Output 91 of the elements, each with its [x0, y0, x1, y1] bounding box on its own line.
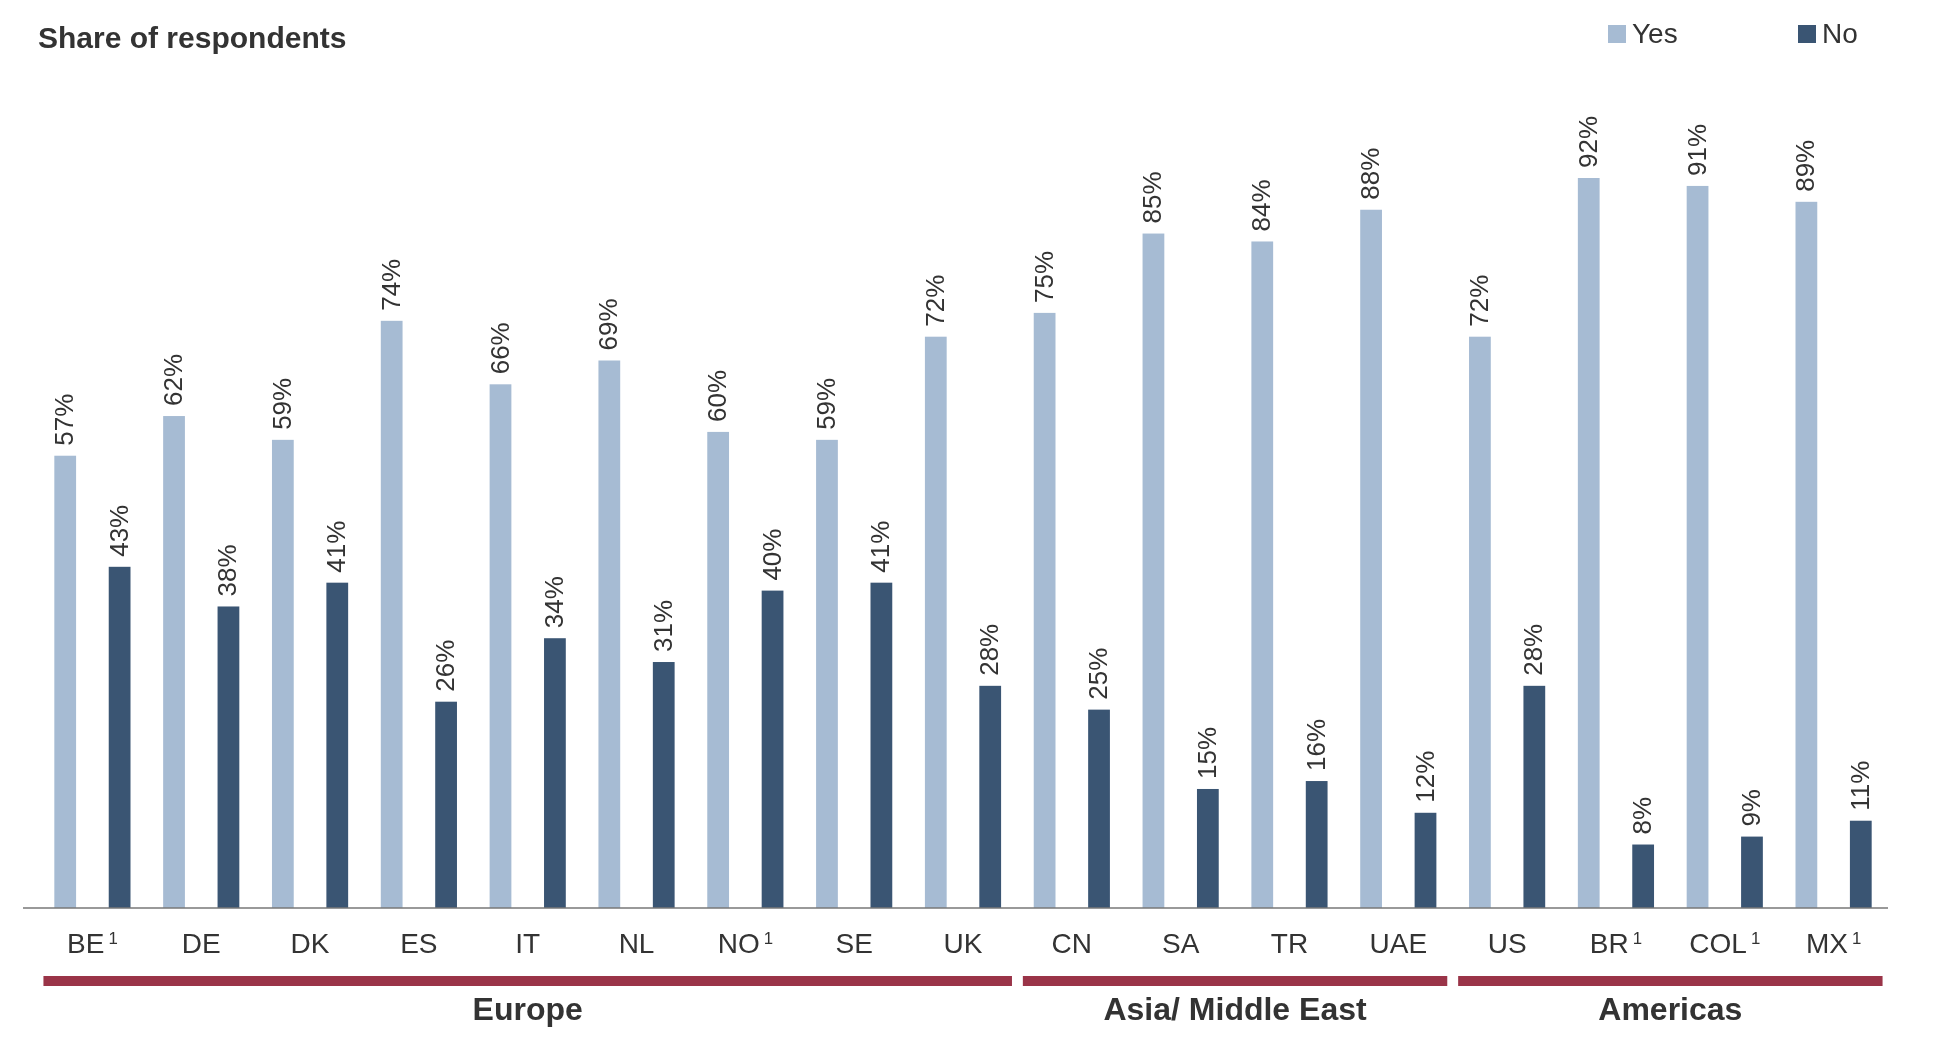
- bar: [652, 662, 675, 908]
- x-tick-label: DE: [181, 928, 221, 959]
- data-label: 38%: [212, 544, 243, 597]
- data-label: 34%: [538, 576, 569, 629]
- bar: [1414, 812, 1437, 908]
- bar: [1196, 788, 1219, 908]
- x-tick-label: TR: [1270, 928, 1309, 959]
- data-label: 69%: [593, 298, 624, 351]
- x-tick-label: ES: [400, 928, 438, 959]
- x-tick-label: MX$^{1}$: [1805, 928, 1862, 959]
- x-tick-label: US: [1487, 928, 1527, 959]
- bar: [326, 582, 349, 908]
- x-tick-label: SE: [835, 928, 873, 959]
- data-label: 85%: [1137, 171, 1168, 224]
- data-label: 43%: [103, 504, 134, 557]
- bar: [163, 416, 185, 908]
- data-label: 28%: [1518, 623, 1549, 676]
- bar: [435, 701, 457, 908]
- data-label: 11%: [1844, 760, 1875, 811]
- bar: [816, 439, 838, 908]
- bar: [1686, 185, 1709, 908]
- bar: [1360, 209, 1382, 908]
- bar: [380, 320, 403, 908]
- data-label: 25%: [1083, 647, 1114, 700]
- x-tick-label: UAE: [1369, 928, 1428, 959]
- bar: [1849, 820, 1872, 908]
- data-label: 84%: [1246, 179, 1277, 232]
- bar: [924, 336, 947, 908]
- data-label: 41%: [321, 520, 352, 573]
- bar: [1577, 178, 1600, 908]
- x-tick-label: NO$^{1}$: [717, 928, 774, 959]
- text: Americas: [1598, 991, 1743, 1027]
- bar: [1142, 233, 1165, 908]
- x-tick-label: SA: [1161, 928, 1200, 959]
- bar: [761, 590, 784, 908]
- bar: [1305, 781, 1328, 908]
- x-tick-label: IT: [515, 928, 541, 959]
- bar: [1632, 844, 1655, 908]
- data-label: 72%: [919, 274, 950, 327]
- data-label: 74%: [375, 258, 406, 311]
- data-label: 15%: [1191, 726, 1222, 779]
- x-tick-label: COL$^{1}$: [1689, 928, 1761, 959]
- bar: [598, 360, 621, 908]
- data-label: 28%: [974, 623, 1005, 676]
- chart-title: Share of respondents: [38, 21, 347, 54]
- x-tick-label: BR$^{1}$: [1589, 928, 1643, 959]
- bar: [108, 566, 131, 908]
- data-label: 60%: [702, 369, 733, 422]
- bar: [1795, 201, 1818, 908]
- bar: [1033, 312, 1056, 908]
- data-label: 31%: [647, 599, 678, 653]
- data-label: 72%: [1463, 274, 1494, 327]
- bar: [489, 384, 512, 908]
- data-label: 59%: [810, 377, 841, 430]
- x-tick-label: DK: [290, 928, 330, 959]
- bar: [271, 439, 294, 908]
- legend-label: No: [1822, 18, 1858, 49]
- data-label: 92%: [1572, 115, 1603, 168]
- data-label: 66%: [484, 322, 515, 375]
- x-tick-label: UK: [943, 928, 983, 959]
- data-label: 40%: [756, 528, 787, 581]
- data-label: 26%: [430, 639, 461, 692]
- data-label: 8%: [1627, 796, 1658, 835]
- bar: [1088, 709, 1110, 908]
- bar: [1523, 685, 1546, 908]
- bar: [707, 431, 730, 908]
- bar: [1469, 336, 1491, 908]
- data-label: 89%: [1790, 139, 1821, 192]
- data-label: 91%: [1681, 123, 1712, 176]
- data-label: 88%: [1355, 147, 1386, 200]
- bar: [544, 638, 566, 908]
- text: Europe: [472, 991, 583, 1027]
- data-label: 16%: [1300, 719, 1331, 772]
- bar: [54, 455, 77, 908]
- bar: [979, 685, 1002, 908]
- bar: [1251, 241, 1274, 908]
- x-tick-label: NL: [618, 928, 655, 959]
- x-tick-label: BE$^{1}$: [67, 928, 118, 959]
- bar: [870, 582, 893, 908]
- data-label: 9%: [1735, 789, 1766, 827]
- data-label: 59%: [266, 377, 297, 430]
- legend-label: Yes: [1632, 18, 1678, 49]
- bar: [217, 606, 240, 908]
- data-label: 12%: [1409, 750, 1440, 803]
- data-label: 41%: [865, 520, 896, 573]
- data-label: 57%: [49, 393, 80, 446]
- text: Asia/ Middle East: [1103, 991, 1367, 1027]
- data-label: 75%: [1028, 250, 1059, 303]
- x-tick-label: CN: [1051, 928, 1093, 959]
- bar: [1741, 836, 1763, 908]
- data-label: 62%: [158, 354, 189, 407]
